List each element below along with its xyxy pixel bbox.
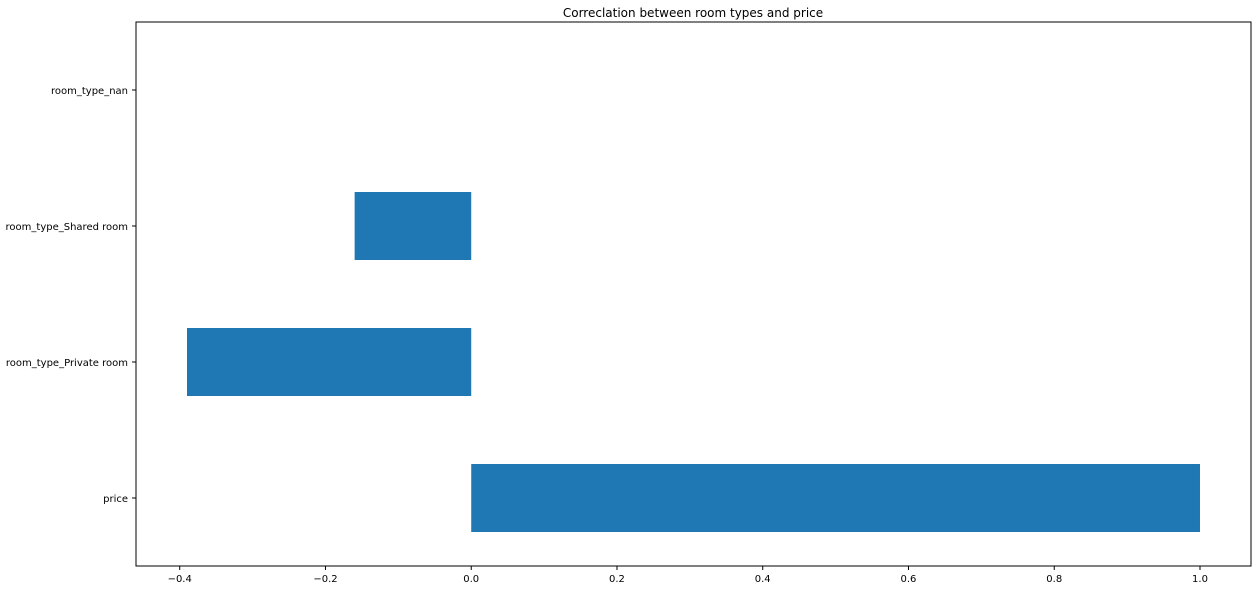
bars-layer bbox=[187, 192, 1200, 532]
y-tick-label: room_type_Private room bbox=[6, 358, 128, 369]
x-tick-label: 0.6 bbox=[901, 574, 917, 585]
x-tick-label: −0.4 bbox=[168, 574, 192, 585]
bar-room-type-shared-room bbox=[354, 192, 472, 260]
bar-price bbox=[471, 464, 1200, 532]
x-axis: −0.4 −0.2 0.0 0.2 0.4 0.6 0.8 1.0 bbox=[168, 566, 1208, 585]
x-tick-label: −0.2 bbox=[313, 574, 337, 585]
x-tick-label: 0.4 bbox=[755, 574, 771, 585]
bar-room-type-private-room bbox=[187, 328, 472, 396]
x-tick-label: 1.0 bbox=[1192, 574, 1208, 585]
x-tick-label: 0.8 bbox=[1046, 574, 1062, 585]
y-axis: price room_type_Private room room_type_Sha… bbox=[6, 86, 136, 505]
plot-area-frame bbox=[135, 21, 1252, 567]
y-tick-label: room_type_Shared room bbox=[6, 222, 128, 233]
x-tick-label: 0.2 bbox=[609, 574, 625, 585]
y-tick-label: price bbox=[103, 494, 128, 505]
x-tick-label: 0.0 bbox=[463, 574, 479, 585]
chart-title: Correclation between room types and pric… bbox=[563, 6, 823, 20]
y-tick-label: room_type_nan bbox=[51, 86, 128, 97]
